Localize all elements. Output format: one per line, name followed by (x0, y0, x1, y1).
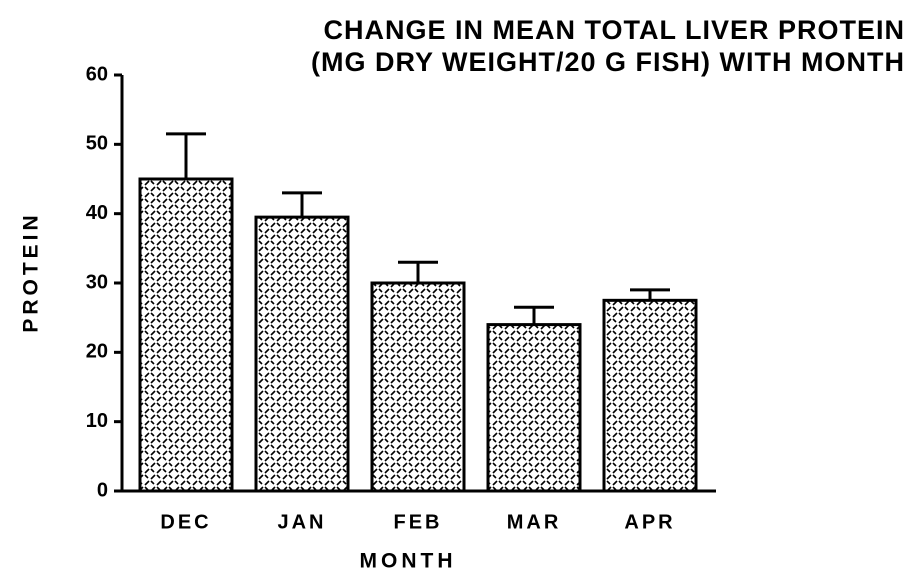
x-tick-label: JAN (277, 511, 326, 533)
y-tick-label: 50 (86, 133, 108, 155)
x-tick-label: APR (624, 511, 675, 533)
x-tick-label: FEB (394, 511, 443, 533)
chart-title: (MG DRY WEIGHT/20 G FISH) WITH MONTH (311, 47, 905, 77)
y-axis-label: PROTEIN (20, 211, 43, 332)
chart-title: CHANGE IN MEAN TOTAL LIVER PROTEIN (323, 15, 905, 45)
y-tick-label: 20 (86, 341, 108, 363)
x-tick-label: MAR (507, 511, 562, 533)
y-tick-label: 40 (86, 202, 108, 224)
y-tick-label: 0 (97, 479, 108, 501)
bar (254, 215, 350, 493)
bar (602, 298, 698, 493)
bar (370, 281, 466, 493)
y-tick-label: 30 (86, 271, 108, 293)
bar (486, 323, 582, 493)
bar (138, 177, 234, 493)
x-axis-label: MONTH (360, 550, 457, 573)
y-tick-label: 10 (86, 410, 108, 432)
x-tick-label: DEC (160, 511, 211, 533)
y-tick-label: 60 (86, 63, 108, 85)
